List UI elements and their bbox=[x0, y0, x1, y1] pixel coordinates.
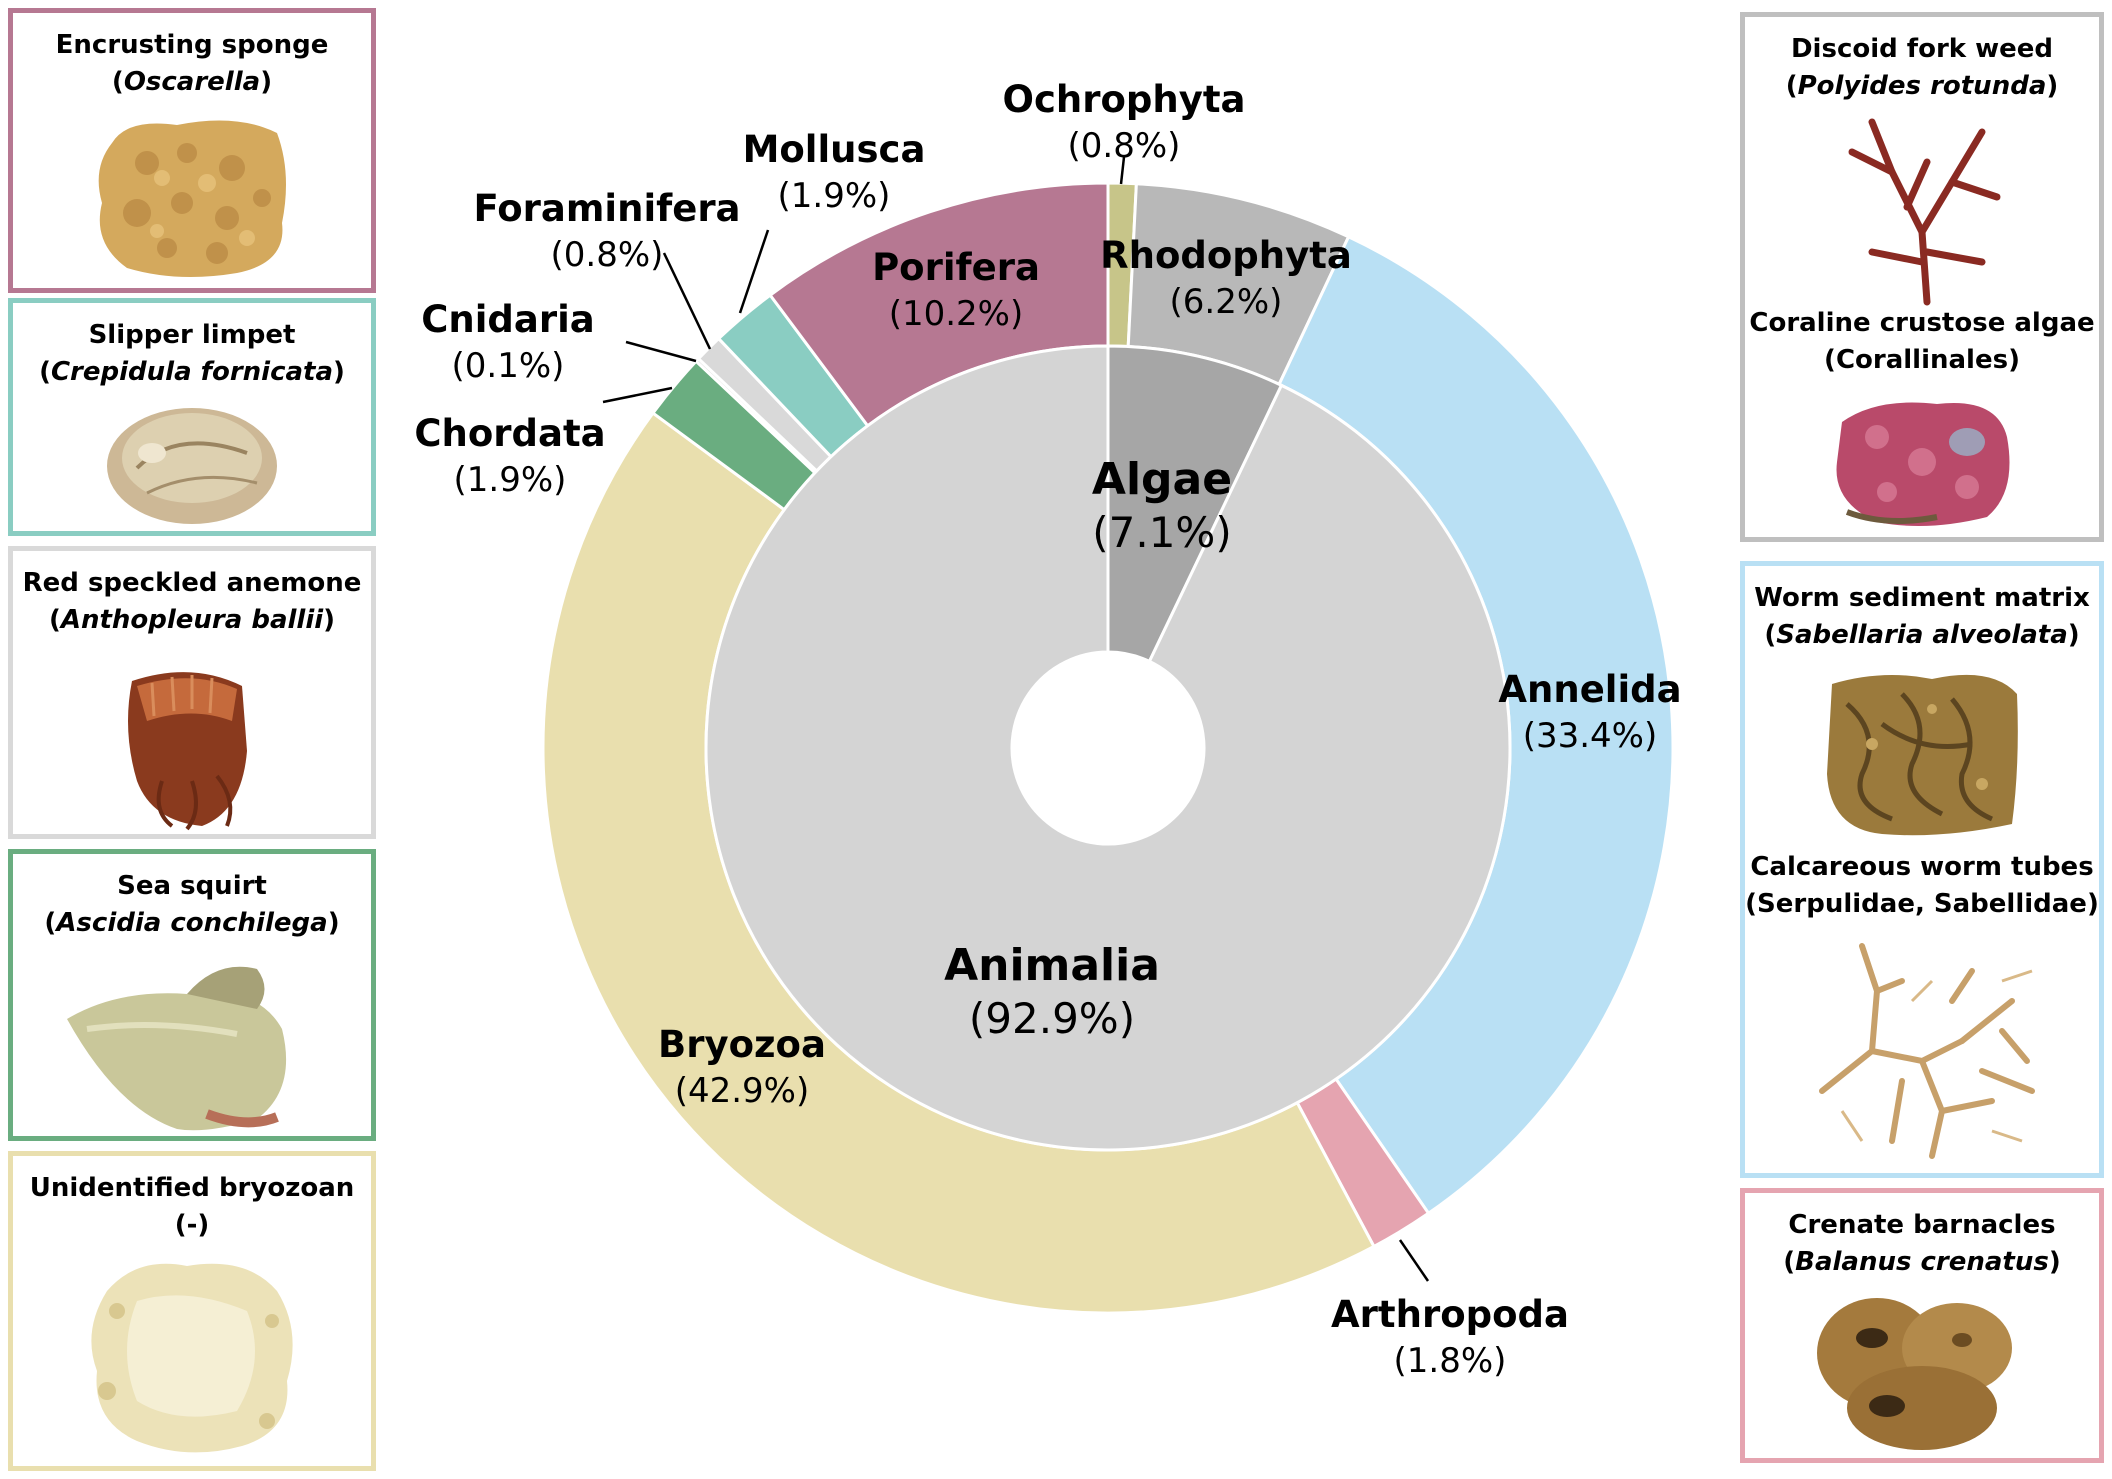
limpet-photo bbox=[107, 408, 277, 524]
leader-arthropoda bbox=[1398, 1239, 1430, 1282]
leader-foraminifera bbox=[662, 252, 712, 350]
value-foraminifera: (0.8%) bbox=[551, 235, 664, 275]
barnacles-photo bbox=[1817, 1298, 2012, 1450]
specimen-card-limpet: Slipper limpet (Crepidula fornicata) bbox=[8, 298, 376, 536]
specimen-scientific-name: (Corallinales) bbox=[1824, 345, 2020, 375]
specimen-scientific-name: (Ascidia conchilega) bbox=[44, 908, 340, 938]
specimen-common-name: Worm sediment matrix bbox=[1754, 583, 2090, 613]
inner-ring bbox=[704, 344, 1512, 1152]
value-rhodophyta: (6.2%) bbox=[1170, 282, 1283, 322]
specimen-common-name: Calcareous worm tubes bbox=[1750, 852, 2094, 882]
label-foraminifera: Foraminifera bbox=[473, 187, 740, 230]
label-mollusca: Mollusca bbox=[743, 128, 926, 171]
leader-ochrophyta bbox=[1119, 156, 1126, 185]
specimen-card-anemone: Red speckled anemone (Anthopleura ballii… bbox=[8, 546, 376, 839]
specimen-common-name: Slipper limpet bbox=[88, 320, 296, 350]
fork-weed-photo bbox=[1848, 118, 2001, 306]
slice-labels: Ochrophyta (0.8%) Rhodophyta (6.2%) Annelida… bbox=[414, 78, 1681, 1381]
specimen-common-name: Discoid fork weed bbox=[1790, 34, 2054, 64]
specimen-common-name: Unidentified bryozoan bbox=[29, 1173, 355, 1203]
label-bryozoa: Bryozoa bbox=[658, 1023, 826, 1066]
slice-animalia bbox=[704, 344, 1512, 1152]
label-porifera: Porifera bbox=[872, 246, 1040, 289]
specimen-scientific-name: (Anthopleura ballii) bbox=[48, 605, 336, 635]
leader-lines bbox=[602, 156, 1430, 1282]
bryozoan-photo bbox=[91, 1263, 293, 1453]
leader-cnidaria bbox=[625, 340, 697, 363]
anemone-photo bbox=[128, 672, 247, 831]
specimen-group-algae: Discoid fork weed (Polyides rotunda) Cor… bbox=[1740, 12, 2104, 542]
label-ochrophyta: Ochrophyta bbox=[1003, 78, 1246, 121]
coralline-photo bbox=[1836, 402, 2010, 526]
sea-squirt-photo bbox=[67, 966, 287, 1131]
value-mollusca: (1.9%) bbox=[778, 176, 891, 216]
label-animalia: Animalia bbox=[944, 940, 1160, 991]
value-arthropoda: (1.8%) bbox=[1394, 1341, 1507, 1381]
specimen-scientific-name: (Serpulidae, Sabellidae) bbox=[1745, 889, 2099, 919]
specimen-scientific-name: (Oscarella) bbox=[111, 67, 273, 97]
leader-mollusca bbox=[738, 229, 770, 314]
value-porifera: (10.2%) bbox=[889, 294, 1024, 334]
value-bryozoa: (42.9%) bbox=[675, 1071, 810, 1111]
label-chordata: Chordata bbox=[414, 412, 605, 455]
worm-tubes-photo bbox=[1819, 943, 2035, 1159]
specimen-common-name: Encrusting sponge bbox=[55, 30, 329, 60]
specimen-common-name: Coraline crustose algae bbox=[1749, 308, 2095, 338]
specimen-scientific-name: (-) bbox=[174, 1210, 210, 1240]
specimen-scientific-name: (Polyides rotunda) bbox=[1785, 71, 2059, 101]
specimen-card-barnacles: Crenate barnacles (Balanus crenatus) bbox=[1740, 1188, 2104, 1463]
leader-chordata bbox=[602, 386, 673, 404]
specimen-common-name: Crenate barnacles bbox=[1788, 1210, 2056, 1240]
specimen-common-name: Sea squirt bbox=[117, 871, 267, 901]
slice-algae bbox=[1106, 344, 1284, 664]
specimen-scientific-name: (Balanus crenatus) bbox=[1783, 1247, 2061, 1277]
specimen-common-name: Red speckled anemone bbox=[22, 568, 362, 598]
value-cnidaria: (0.1%) bbox=[452, 346, 565, 386]
specimen-scientific-name: (Crepidula fornicata) bbox=[39, 357, 345, 387]
label-annelida: Annelida bbox=[1498, 668, 1681, 711]
value-algae: (7.1%) bbox=[1092, 508, 1231, 557]
label-rhodophyta: Rhodophyta bbox=[1100, 234, 1352, 277]
value-chordata: (1.9%) bbox=[454, 460, 567, 500]
specimen-card-bryozoan: Unidentified bryozoan (-) bbox=[8, 1151, 376, 1471]
label-arthropoda: Arthropoda bbox=[1331, 1293, 1569, 1336]
value-annelida: (33.4%) bbox=[1523, 716, 1658, 756]
value-animalia: (92.9%) bbox=[969, 994, 1135, 1043]
sponge-photo bbox=[98, 120, 287, 277]
value-ochrophyta: (0.8%) bbox=[1068, 126, 1181, 166]
worm-matrix-photo bbox=[1827, 674, 2018, 836]
specimen-scientific-name: (Sabellaria alveolata) bbox=[1764, 620, 2080, 650]
label-algae: Algae bbox=[1092, 454, 1232, 505]
label-cnidaria: Cnidaria bbox=[421, 298, 595, 341]
specimen-card-sea-squirt: Sea squirt (Ascidia conchilega) bbox=[8, 849, 376, 1141]
specimen-group-annelida: Worm sediment matrix (Sabellaria alveola… bbox=[1740, 561, 2104, 1178]
specimen-card-sponge: Encrusting sponge (Oscarella) bbox=[8, 8, 376, 293]
